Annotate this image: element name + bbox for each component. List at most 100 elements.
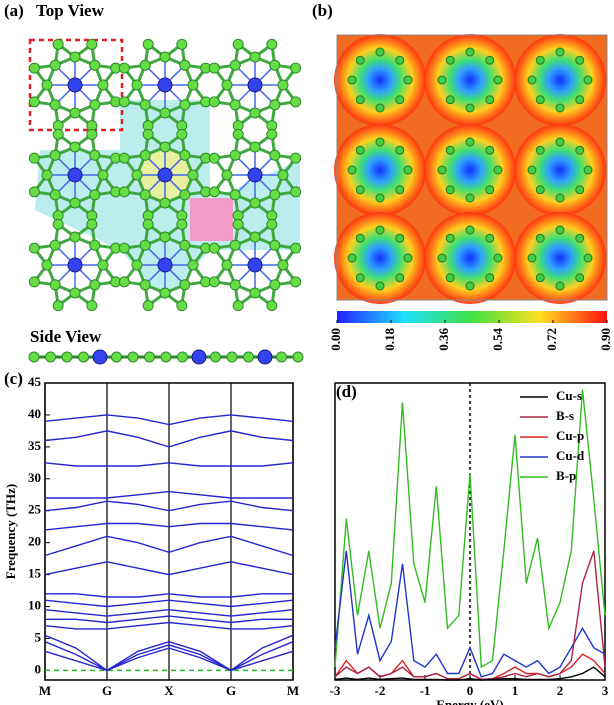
copper-atom xyxy=(247,167,263,183)
elf-atom xyxy=(403,165,413,175)
elf-atom xyxy=(395,55,405,65)
boron-atom xyxy=(290,186,302,198)
colorbar-tick-label: 0.90 xyxy=(598,328,613,351)
elf-atom xyxy=(437,165,447,175)
copper-atom xyxy=(157,167,173,183)
boron-atom xyxy=(78,351,89,363)
boron-atom xyxy=(232,218,244,230)
elf-atom xyxy=(395,95,405,105)
elf-atom xyxy=(555,193,565,203)
boron-atom xyxy=(89,239,101,251)
boron-atom xyxy=(277,79,289,91)
y-tick-label: 10 xyxy=(28,598,41,613)
boron-atom xyxy=(229,99,241,111)
elf-atom xyxy=(375,137,385,147)
series-line xyxy=(45,490,293,499)
elf-basin xyxy=(334,212,426,304)
boron-atom xyxy=(97,259,109,271)
elf-atom xyxy=(403,75,413,85)
x-tick-label: -2 xyxy=(375,683,386,698)
x-tick-label: G xyxy=(102,683,112,698)
elf-atom xyxy=(403,253,413,263)
panel-label: (d) xyxy=(336,382,357,401)
elf-atom xyxy=(375,193,385,203)
boron-atom xyxy=(28,152,40,164)
elf-atom xyxy=(485,185,495,195)
elf-atom xyxy=(355,95,365,105)
boron-atom xyxy=(187,259,199,271)
view-title: Side View xyxy=(30,327,102,346)
boron-atom xyxy=(139,59,151,71)
elf-atom xyxy=(395,145,405,155)
boron-atom xyxy=(179,279,191,291)
panel-label: (a) xyxy=(4,1,24,20)
series-line xyxy=(44,522,294,531)
boron-atom xyxy=(177,351,188,363)
boron-atom xyxy=(221,79,233,91)
elf-atom xyxy=(347,253,357,263)
legend-label: Cu-d xyxy=(556,448,585,463)
copper-atom xyxy=(257,349,273,365)
boron-atom xyxy=(229,189,241,201)
boron-atom xyxy=(187,79,199,91)
elf-atom xyxy=(485,55,495,65)
boron-atom xyxy=(131,79,143,91)
boron-atom xyxy=(52,128,64,140)
elf-atom xyxy=(575,273,585,283)
elf-atom xyxy=(395,185,405,195)
boron-atom xyxy=(41,259,53,271)
boron-atom xyxy=(28,186,40,198)
elf-atom xyxy=(355,185,365,195)
boron-atom xyxy=(49,59,61,71)
copper-atom xyxy=(157,77,173,93)
copper-atom xyxy=(92,349,108,365)
boron-atom xyxy=(290,242,302,254)
boron-atom xyxy=(118,152,130,164)
boron-atom xyxy=(89,279,101,291)
x-tick-label: X xyxy=(164,683,174,698)
elf-atom xyxy=(465,103,475,113)
elf-atom xyxy=(583,75,593,85)
boron-atom xyxy=(52,300,64,312)
boron-atom xyxy=(208,62,220,74)
boron-atom xyxy=(89,99,101,111)
elf-basin xyxy=(334,124,426,216)
boron-atom xyxy=(208,96,220,108)
colorbar-tick-label: 0.54 xyxy=(490,328,505,351)
legend-label: B-s xyxy=(556,408,574,423)
elf-atom xyxy=(485,273,495,283)
x-tick-label: 2 xyxy=(557,683,564,698)
elf-atom xyxy=(395,233,405,243)
boron-atom xyxy=(179,189,191,201)
boron-atom xyxy=(69,287,81,299)
series-line xyxy=(44,561,294,576)
boron-atom xyxy=(118,62,130,74)
boron-atom xyxy=(118,242,130,254)
legend-label: Cu-s xyxy=(556,388,582,403)
boron-atom xyxy=(49,99,61,111)
boron-atom xyxy=(249,107,261,119)
panel-label: (c) xyxy=(4,369,23,388)
boron-atom xyxy=(131,169,143,181)
boron-atom xyxy=(269,239,281,251)
boron-atom xyxy=(277,259,289,271)
legend-label: B-p xyxy=(556,468,576,483)
series-line xyxy=(44,599,294,608)
boron-atom xyxy=(97,79,109,91)
series-line xyxy=(44,462,294,467)
elf-atom xyxy=(575,145,585,155)
boron-atom xyxy=(269,59,281,71)
elf-basin xyxy=(424,124,516,216)
colorbar-tick-label: 0.00 xyxy=(328,328,343,351)
elf-atom xyxy=(485,233,495,243)
elf-atom xyxy=(437,75,447,85)
boron-atom xyxy=(69,107,81,119)
x-tick-label: -3 xyxy=(330,683,341,698)
boron-atom xyxy=(28,62,40,74)
x-tick-label: -1 xyxy=(420,683,431,698)
series-line xyxy=(44,621,294,630)
y-tick-label: 30 xyxy=(28,470,41,485)
elf-basin xyxy=(514,34,606,126)
elf-atom xyxy=(375,103,385,113)
